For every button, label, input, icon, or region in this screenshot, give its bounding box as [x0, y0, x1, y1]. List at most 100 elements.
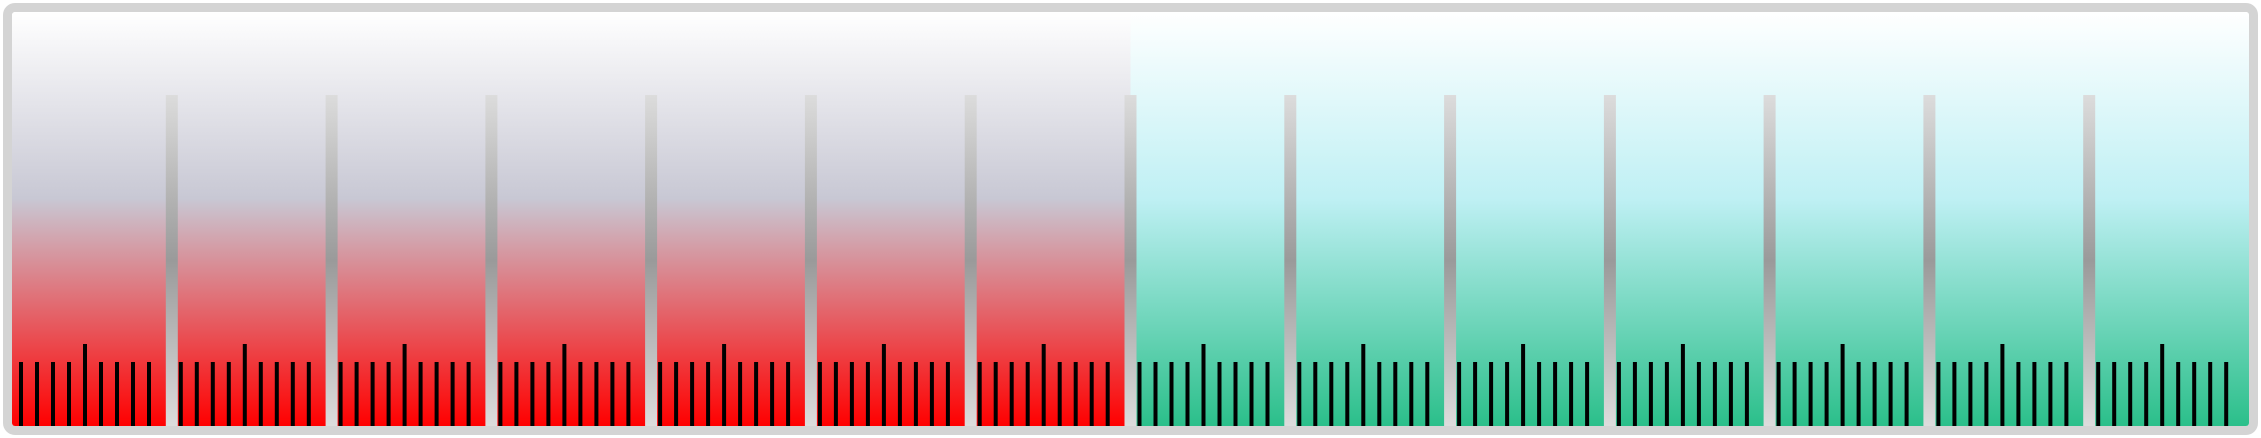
minor-tick: [19, 362, 23, 426]
minor-tick: [1153, 362, 1158, 426]
minor-tick: [131, 362, 135, 426]
minor-tick: [1393, 362, 1398, 426]
segment-divider: [325, 95, 338, 426]
minor-tick: [178, 362, 183, 426]
level-meter: [3, 3, 2258, 435]
minor-tick: [1505, 362, 1510, 426]
minor-tick: [817, 362, 822, 426]
segment-divider: [964, 95, 977, 426]
filled-level-area: [12, 12, 1131, 426]
minor-tick: [498, 362, 503, 426]
minor-tick: [530, 362, 535, 426]
minor-tick: [1345, 362, 1350, 426]
minor-tick: [738, 362, 743, 426]
major-tick: [1201, 344, 1206, 426]
minor-tick: [1632, 362, 1637, 426]
minor-tick: [1968, 362, 1973, 426]
major-tick: [1840, 344, 1845, 426]
minor-tick: [1233, 362, 1238, 426]
minor-tick: [1217, 362, 1222, 426]
minor-tick: [1473, 362, 1478, 426]
segment-divider: [1923, 95, 1936, 426]
minor-tick: [1457, 362, 1462, 426]
minor-tick: [1616, 362, 1621, 426]
minor-tick: [945, 362, 950, 426]
minor-tick: [2048, 362, 2053, 426]
minor-tick: [1904, 362, 1909, 426]
major-tick: [402, 344, 407, 426]
major-tick: [1521, 344, 1526, 426]
minor-tick: [1856, 362, 1861, 426]
minor-tick: [2224, 362, 2229, 426]
minor-tick: [514, 362, 519, 426]
minor-tick: [1696, 362, 1701, 426]
major-tick: [2000, 344, 2005, 426]
minor-tick: [338, 362, 343, 426]
minor-tick: [1009, 362, 1014, 426]
minor-tick: [1952, 362, 1957, 426]
minor-tick: [594, 362, 599, 426]
segment-divider: [804, 95, 817, 426]
major-tick: [562, 344, 567, 426]
minor-tick: [258, 362, 263, 426]
minor-tick: [290, 362, 295, 426]
major-tick: [242, 344, 247, 426]
minor-tick: [674, 362, 679, 426]
minor-tick: [1984, 362, 1989, 426]
minor-tick: [706, 362, 711, 426]
segment-divider: [2083, 95, 2096, 426]
minor-tick: [450, 362, 455, 426]
minor-tick: [1265, 362, 1270, 426]
minor-tick: [610, 362, 615, 426]
minor-tick: [2128, 362, 2133, 426]
minor-tick: [2208, 362, 2213, 426]
minor-tick: [354, 362, 359, 426]
minor-tick: [658, 362, 663, 426]
segment-divider: [485, 95, 498, 426]
segment-divider: [1603, 95, 1616, 426]
minor-tick: [1537, 362, 1542, 426]
minor-tick: [1025, 362, 1030, 426]
minor-tick: [1744, 362, 1749, 426]
segment-divider: [165, 95, 178, 426]
minor-tick: [1297, 362, 1302, 426]
minor-tick: [929, 362, 934, 426]
minor-tick: [2064, 362, 2069, 426]
major-tick: [881, 344, 886, 426]
minor-tick: [1664, 362, 1669, 426]
minor-tick: [1137, 362, 1142, 426]
minor-tick: [1569, 362, 1574, 426]
segment-dividers: [165, 95, 2096, 426]
minor-tick: [2016, 362, 2021, 426]
major-tick: [722, 344, 727, 426]
minor-tick: [274, 362, 279, 426]
minor-tick: [115, 362, 119, 426]
minor-tick: [993, 362, 998, 426]
minor-tick: [1169, 362, 1174, 426]
minor-tick: [1313, 362, 1318, 426]
minor-tick: [1073, 362, 1078, 426]
segment-divider: [1763, 95, 1776, 426]
major-tick: [2160, 344, 2165, 426]
meter-canvas: [12, 12, 2249, 426]
minor-tick: [1648, 362, 1653, 426]
minor-tick: [1808, 362, 1813, 426]
minor-tick: [147, 362, 151, 426]
segment-divider: [1284, 95, 1297, 426]
minor-tick: [786, 362, 791, 426]
minor-tick: [1185, 362, 1190, 426]
minor-tick: [913, 362, 918, 426]
minor-tick: [2144, 362, 2149, 426]
minor-tick: [1105, 362, 1110, 426]
minor-tick: [370, 362, 375, 426]
minor-tick: [626, 362, 631, 426]
minor-tick: [1888, 362, 1893, 426]
minor-tick: [1585, 362, 1590, 426]
major-tick: [1361, 344, 1366, 426]
minor-tick: [418, 362, 423, 426]
minor-tick: [67, 362, 71, 426]
minor-tick: [977, 362, 982, 426]
minor-tick: [1425, 362, 1430, 426]
minor-tick: [833, 362, 838, 426]
segment-divider: [645, 95, 658, 426]
